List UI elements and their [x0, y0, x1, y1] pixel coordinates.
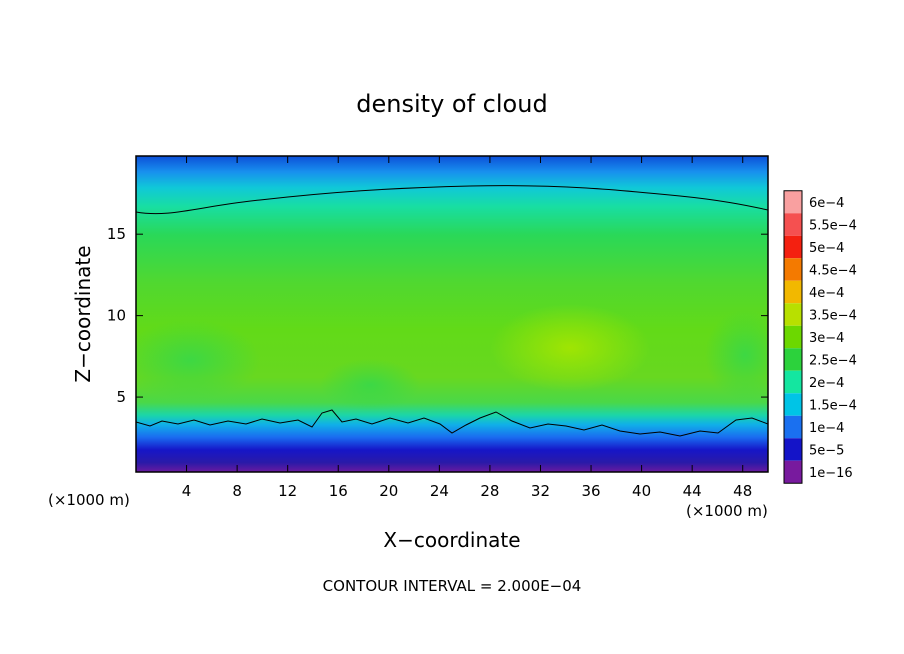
colorbar-swatch [784, 460, 802, 484]
colorbar-swatch [784, 303, 802, 326]
x-tick-label: 44 [683, 482, 702, 500]
colorbar-label: 4e−4 [809, 286, 844, 301]
colorbar-swatch [784, 370, 802, 394]
chart-title: density of cloud [356, 90, 547, 118]
x-tick-label: 8 [232, 482, 242, 500]
x-tick-label: 32 [531, 482, 550, 500]
colorbar-swatch [784, 348, 802, 371]
x-tick-label: 48 [733, 482, 752, 500]
colorbar-label: 3e−4 [809, 331, 844, 346]
x-tick-label: 4 [182, 482, 192, 500]
upper-contour-line [136, 185, 768, 215]
x-tick-label: 12 [278, 482, 297, 500]
colorbar-label: 4.5e−4 [809, 264, 857, 279]
colorbar-swatch [784, 325, 802, 349]
x-axis-label: X−coordinate [383, 528, 520, 552]
colorbar-label: 5e−4 [809, 241, 844, 256]
colorbar-swatch [784, 258, 802, 281]
colorbar-swatch [784, 213, 802, 236]
x-tick-label: 24 [430, 482, 449, 500]
heatmap-field [136, 156, 768, 472]
x-axis: 4 8 12 16 20 24 28 32 36 40 44 48 [182, 156, 752, 500]
colorbar-label: 1e−16 [809, 466, 853, 481]
colorbar: 6e−4 5.5e−4 5e−4 4.5e−4 4e−4 3.5e−4 3e−4 2.5e−4… [783, 190, 857, 484]
x-tick-label: 40 [632, 482, 651, 500]
colorbar-label: 1e−4 [809, 421, 844, 436]
colorbar-swatch [784, 190, 802, 214]
density-maximum-region [490, 304, 650, 392]
colorbar-label: 2e−4 [809, 376, 844, 391]
heatmap-background [136, 156, 768, 472]
x-tick-label: 16 [329, 482, 348, 500]
colorbar-swatch [784, 280, 802, 304]
x-tick-label: 36 [581, 482, 600, 500]
colorbar-swatch [784, 393, 802, 416]
plot-frame [135, 155, 769, 473]
colorbar-label: 5e−5 [809, 444, 844, 459]
lower-contour-line [136, 409, 768, 437]
contour-interval-footer: CONTOUR INTERVAL = 2.000E−04 [323, 577, 582, 595]
y-tick-label: 10 [107, 307, 126, 325]
colorbar-swatch [784, 235, 802, 259]
colorbar-label: 6e−4 [809, 196, 844, 211]
y-tick-label: 15 [107, 225, 126, 243]
density-plume-left [136, 320, 260, 400]
y-axis: 5 10 15 [107, 225, 768, 406]
colorbar-frame [783, 190, 803, 484]
colorbar-swatch [784, 438, 802, 461]
colorbar-swatch [784, 415, 802, 439]
y-tick-label: 5 [116, 388, 126, 406]
colorbar-label: 5.5e−4 [809, 219, 857, 234]
x-unit-label-left: (×1000 m) [48, 491, 130, 509]
x-unit-label-right: (×1000 m) [686, 502, 768, 520]
density-plume-right [705, 310, 768, 400]
density-plume-center [320, 359, 420, 411]
colorbar-label: 1.5e−4 [809, 399, 857, 414]
colorbar-label: 3.5e−4 [809, 309, 857, 324]
x-tick-label: 28 [480, 482, 499, 500]
y-axis-label: Z−coordinate [71, 245, 95, 382]
x-tick-label: 20 [379, 482, 398, 500]
colorbar-label: 2.5e−4 [809, 354, 857, 369]
